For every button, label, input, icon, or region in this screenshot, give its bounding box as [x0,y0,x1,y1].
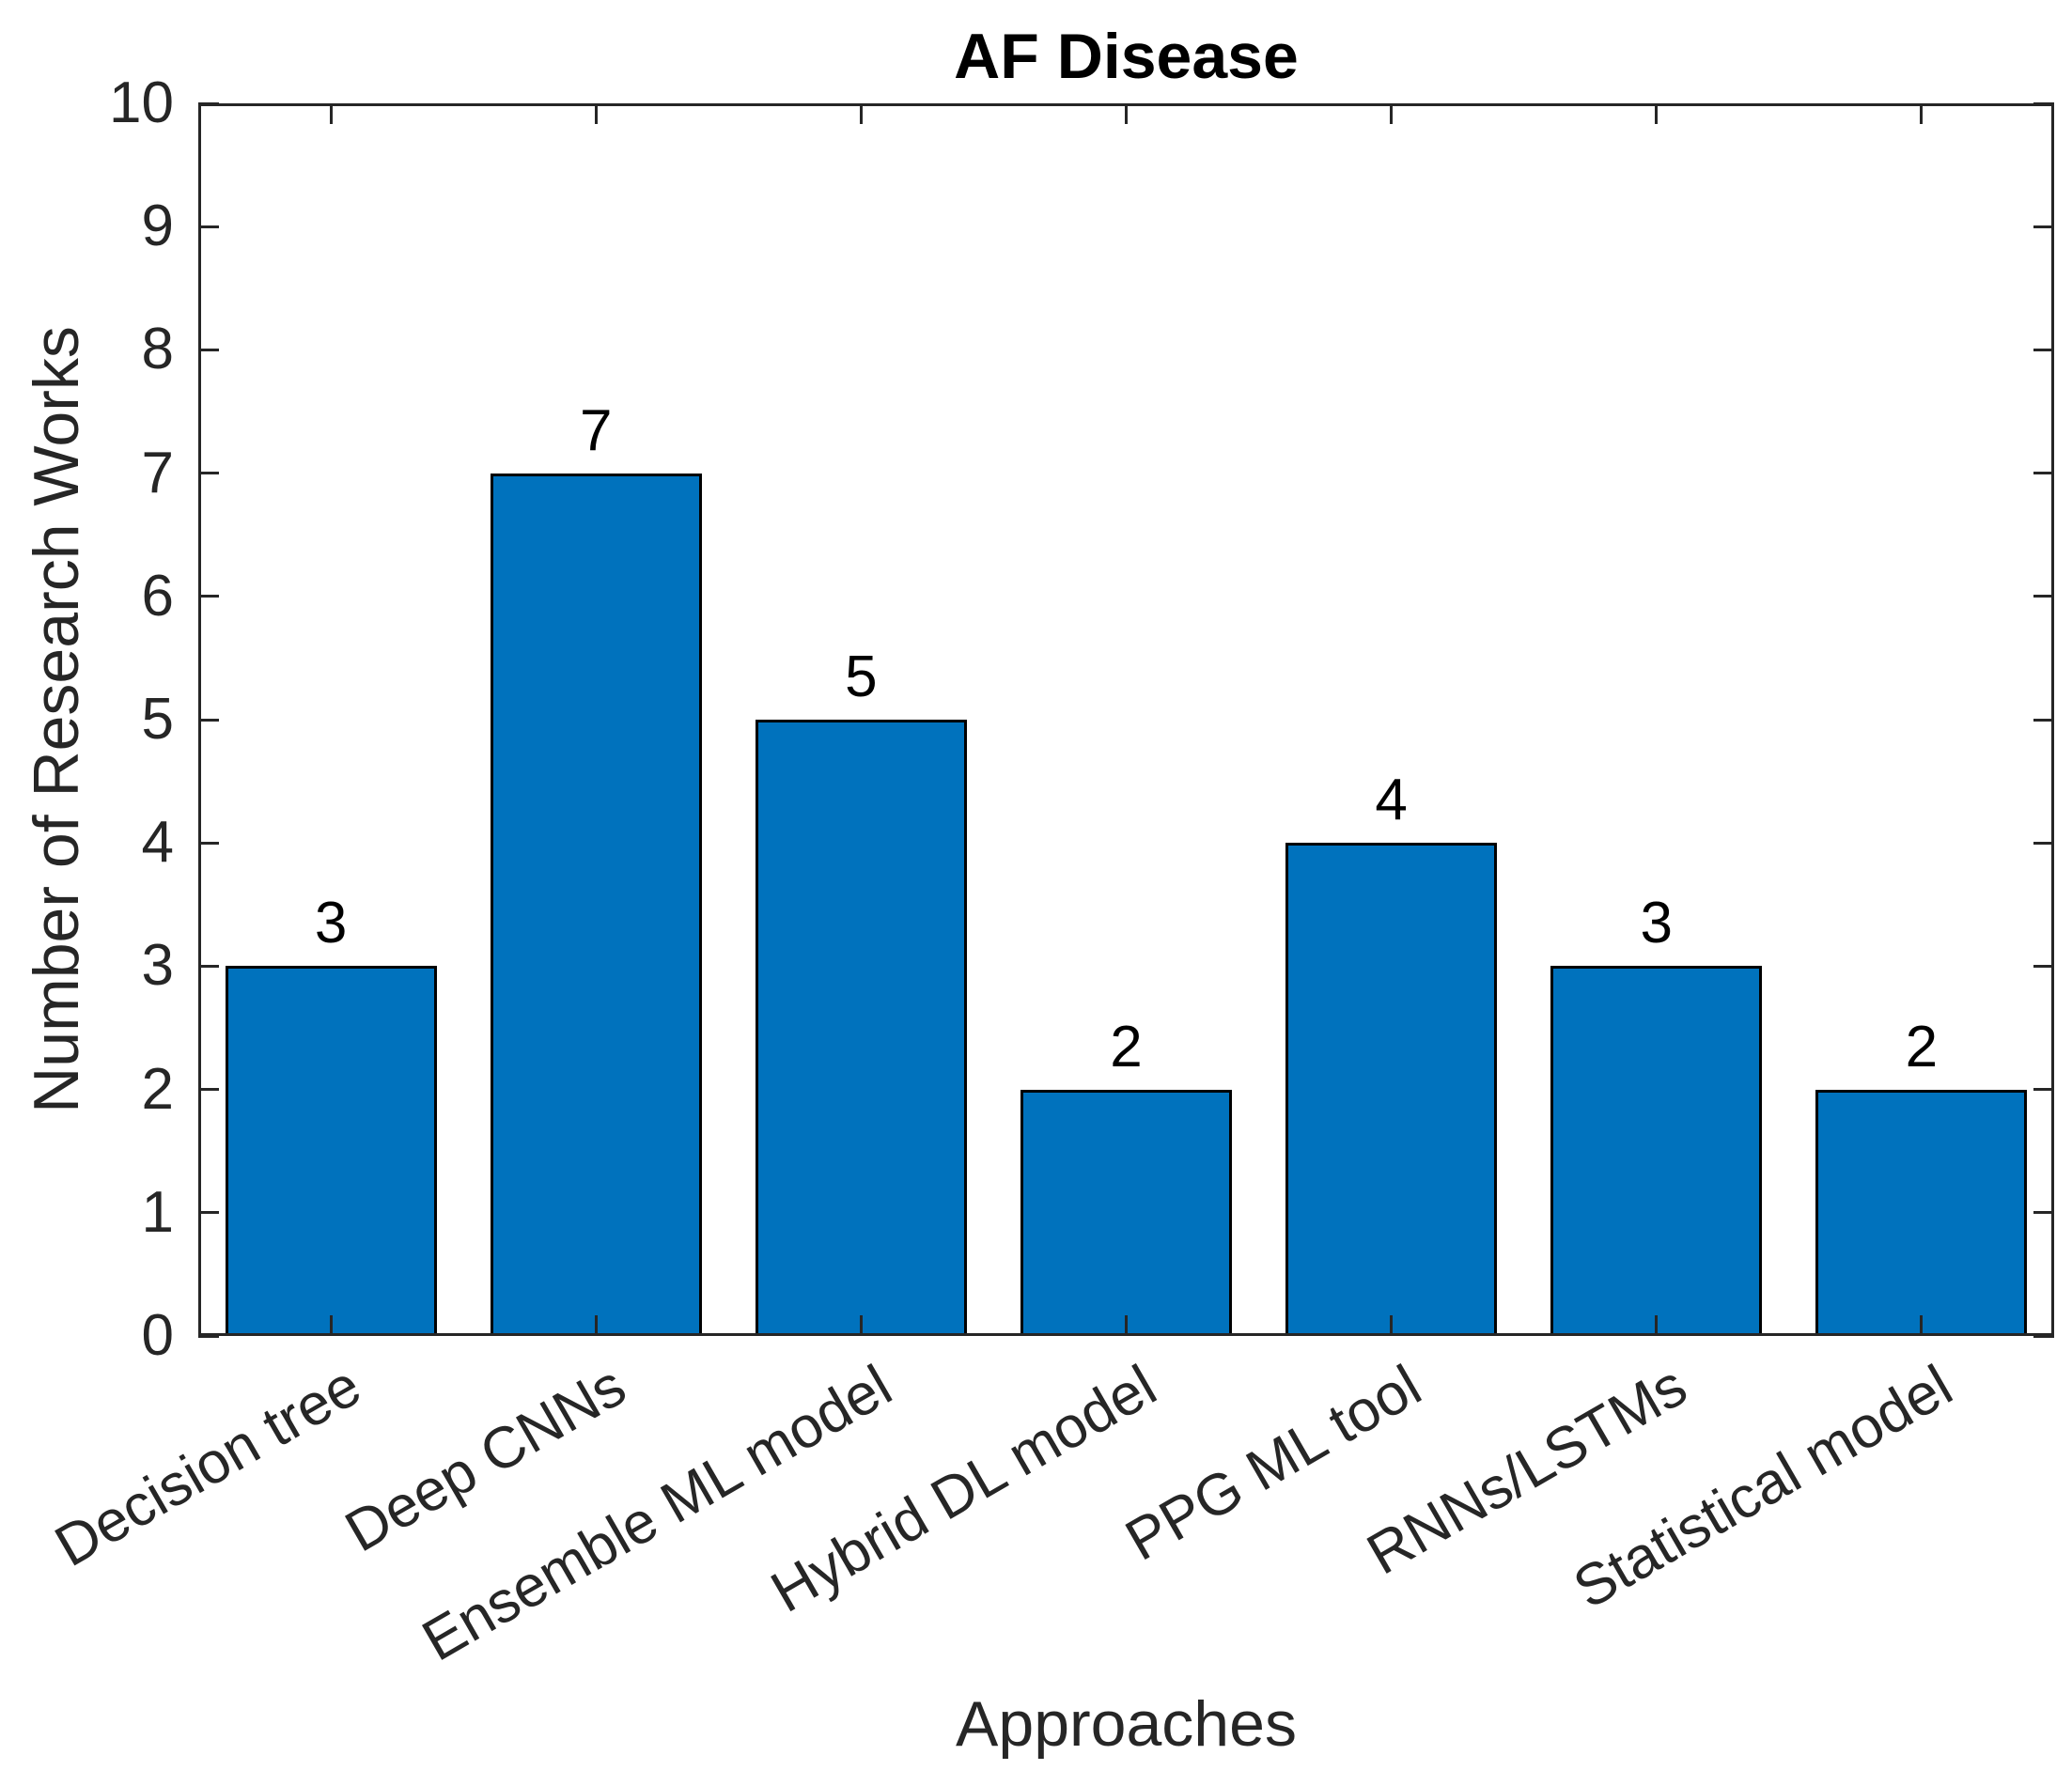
y-tick-left [198,718,219,722]
y-tick-left [198,1334,219,1338]
y-tick-label-6: 6 [141,563,174,629]
y-tick-right [2033,1334,2054,1338]
y-tick-left [198,1088,219,1092]
x-tick-label-decision-tree: Decision tree [44,1353,372,1579]
bar-value-label-statistical-model: 2 [1905,1014,1939,1079]
y-tick-label-4: 4 [141,810,174,876]
y-tick-left [198,101,219,105]
bar-decision-tree [225,966,437,1336]
x-tick-top [329,103,333,124]
y-tick-label-9: 9 [141,194,174,259]
x-tick-bottom [594,1315,598,1336]
x-tick-bottom [1390,1315,1394,1336]
y-tick-right [2033,225,2054,228]
y-tick-label-7: 7 [141,440,174,505]
y-tick-right [2033,1211,2054,1215]
bar-deep-cnns [490,473,702,1336]
y-tick-left [198,225,219,228]
y-tick-left [198,348,219,351]
bar-ensemble-ml-model [755,720,967,1336]
x-tick-label-ensemble-ml-model: Ensemble ML model [411,1353,902,1674]
bar-ppg-ml-tool [1285,843,1498,1336]
x-tick-top [859,103,863,124]
x-tick-top [1655,103,1659,124]
x-tick-top [1390,103,1394,124]
x-tick-bottom [1655,1315,1659,1336]
y-tick-label-10: 10 [109,70,174,135]
y-tick-right [2033,101,2054,105]
bar-value-label-ppg-ml-tool: 4 [1375,768,1408,833]
bar-rnns-lstms [1550,966,1763,1336]
x-tick-bottom [1920,1315,1924,1336]
chart-title: AF Disease [954,21,1299,92]
y-tick-right [2033,595,2054,598]
y-tick-label-3: 3 [141,933,174,999]
y-tick-left [198,1211,219,1215]
y-tick-label-5: 5 [141,687,174,752]
y-tick-right [2033,964,2054,968]
x-tick-top [594,103,598,124]
bar-value-label-decision-tree: 3 [314,891,348,956]
y-tick-left [198,841,219,845]
y-tick-label-8: 8 [141,317,174,382]
y-tick-label-0: 0 [141,1303,174,1368]
y-tick-left [198,595,219,598]
bar-value-label-ensemble-ml-model: 5 [845,645,878,709]
y-tick-label-2: 2 [141,1056,174,1122]
y-tick-right [2033,841,2054,845]
bar-statistical-model [1815,1089,2028,1336]
x-axis-label: Approaches [956,1688,1297,1760]
y-tick-left [198,472,219,475]
x-tick-top [1920,103,1924,124]
y-tick-right [2033,1088,2054,1092]
x-tick-bottom [1125,1315,1128,1336]
bar-hybrid-dl-model [1020,1089,1232,1336]
y-tick-right [2033,718,2054,722]
x-tick-bottom [329,1315,333,1336]
y-tick-label-1: 1 [141,1179,174,1245]
y-tick-right [2033,472,2054,475]
bar-value-label-deep-cnns: 7 [579,397,613,463]
x-tick-top [1125,103,1128,124]
y-tick-right [2033,348,2054,351]
y-tick-left [198,964,219,968]
bar-value-label-rnns-lstms: 3 [1640,891,1674,956]
x-tick-bottom [859,1315,863,1336]
bar-value-label-hybrid-dl-model: 2 [1110,1014,1143,1079]
